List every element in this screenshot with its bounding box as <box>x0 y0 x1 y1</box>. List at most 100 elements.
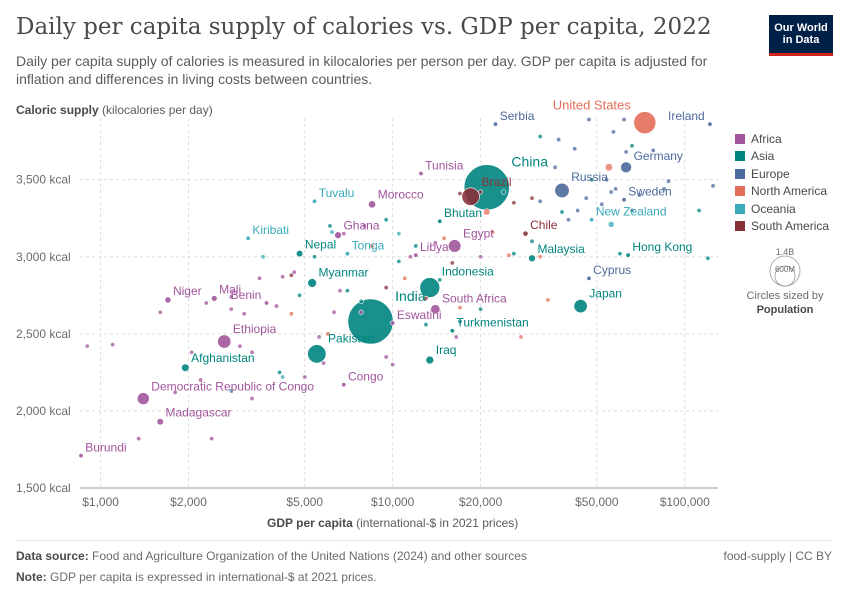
data-point-labeled <box>245 235 251 241</box>
point-label: South Africa <box>442 292 507 306</box>
data-point <box>277 369 283 375</box>
data-point <box>228 388 234 394</box>
y-tick-label: 2,000 kcal <box>16 404 71 418</box>
data-point <box>312 254 318 260</box>
data-point <box>249 396 255 402</box>
point-label: Benin <box>231 288 262 302</box>
size-legend-circles: 1.4B 600M <box>769 247 801 287</box>
point-label: Congo <box>348 370 384 384</box>
data-point-labeled <box>211 295 218 302</box>
point-label: Democratic Republic of Congo <box>151 380 314 394</box>
data-point <box>432 240 438 246</box>
data-point <box>623 149 629 155</box>
data-point-labeled <box>217 334 232 349</box>
data-point <box>583 195 589 201</box>
x-tick-label: $20,000 <box>459 495 503 509</box>
data-point <box>325 331 331 337</box>
data-source: Data source: Food and Agriculture Organi… <box>16 549 527 563</box>
data-point <box>478 306 484 312</box>
point-label: Ghana <box>343 219 379 233</box>
point-label: India <box>395 288 426 304</box>
source-text[interactable]: Food and Agriculture Organization of the… <box>88 549 527 563</box>
point-label: Ethiopia <box>233 322 277 336</box>
data-point <box>552 164 558 170</box>
point-label: Sweden <box>628 185 671 199</box>
point-label: United States <box>553 98 632 113</box>
data-point <box>291 269 297 275</box>
data-point <box>297 292 303 298</box>
data-point-labeled <box>164 296 172 304</box>
data-point <box>586 117 592 123</box>
x-tick-label: $1,000 <box>82 495 119 509</box>
point-label: Myanmar <box>319 266 369 280</box>
legend-item-north-america[interactable]: North America <box>735 183 829 201</box>
y-axis-name: Caloric supply <box>16 103 99 117</box>
data-point <box>189 349 195 355</box>
size-min-label: 600M <box>775 265 795 274</box>
data-point <box>511 200 517 206</box>
point-label: Russia <box>571 170 608 184</box>
point-label: Niger <box>173 284 202 298</box>
data-point <box>423 322 429 328</box>
point-label: Malaysia <box>538 242 586 256</box>
note-text: GDP per capita is expressed in internati… <box>46 570 377 584</box>
data-point <box>650 147 656 153</box>
x-tick-label: $50,000 <box>575 495 619 509</box>
data-point <box>478 189 484 195</box>
region-legend[interactable]: Africa Asia Europe North America Oceania… <box>735 130 829 235</box>
data-point-labeled <box>413 252 419 258</box>
x-tick-label: $100,000 <box>660 495 710 509</box>
logo-line-2: in Data <box>782 34 820 46</box>
legend-label: Asia <box>751 149 775 164</box>
data-point-labeled <box>390 320 396 326</box>
data-point-labeled <box>528 254 536 263</box>
legend-item-asia[interactable]: Asia <box>735 148 829 166</box>
legend-item-oceania[interactable]: Oceania <box>735 200 829 218</box>
data-point <box>358 298 364 304</box>
owid-logo[interactable]: Our World in Data <box>769 15 833 56</box>
license-link[interactable]: food-supply | CC BY <box>723 549 833 563</box>
footer-note: Note: GDP per capita is expressed in int… <box>16 570 377 584</box>
data-point <box>302 374 308 380</box>
data-point <box>280 374 286 380</box>
data-point <box>402 275 408 281</box>
data-point <box>537 134 543 140</box>
data-point <box>337 288 343 294</box>
data-point <box>608 189 614 195</box>
data-point <box>696 208 702 214</box>
data-point <box>610 129 616 135</box>
data-point <box>457 191 463 197</box>
legend-swatch <box>735 186 745 197</box>
x-tick-labels: $1,000 $2,000 $5,000 $10,000 $20,000 $50,000 $… <box>82 495 710 509</box>
legend-item-africa[interactable]: Africa <box>735 130 829 148</box>
data-point-labeled <box>78 453 84 459</box>
point-label: Iraq <box>436 343 457 357</box>
data-point-labeled <box>586 275 592 281</box>
data-point-labeled <box>554 182 570 198</box>
data-point-labeled <box>136 392 150 405</box>
point-label: Madagascar <box>166 405 232 419</box>
data-point <box>629 143 635 149</box>
data-point <box>344 288 350 294</box>
data-point-labeled <box>625 252 631 258</box>
size-circle-small <box>774 265 796 287</box>
legend-item-europe[interactable]: Europe <box>735 165 829 183</box>
data-point <box>209 436 215 442</box>
data-point <box>228 306 234 312</box>
legend-swatch <box>735 168 745 179</box>
data-point <box>237 343 243 349</box>
size-max-label: 1.4B <box>776 247 795 257</box>
data-point-labeled <box>430 304 441 315</box>
data-point <box>666 178 672 184</box>
data-point <box>661 186 667 192</box>
data-point <box>537 254 543 260</box>
point-label: Tonga <box>352 238 385 252</box>
data-point <box>280 274 286 280</box>
legend-item-south-america[interactable]: South America <box>735 218 829 236</box>
data-point-labeled <box>419 277 441 298</box>
data-point <box>329 229 335 235</box>
data-point <box>437 277 443 283</box>
data-point <box>110 342 116 348</box>
data-point <box>545 297 551 303</box>
